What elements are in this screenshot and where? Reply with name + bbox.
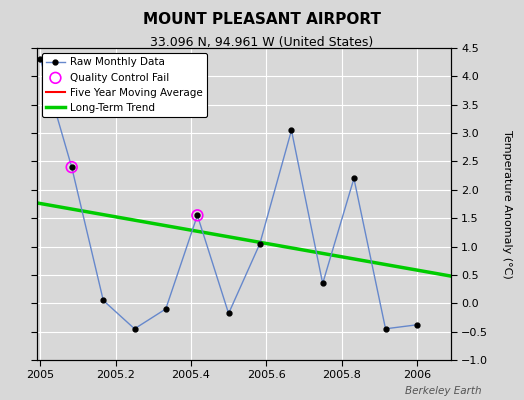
Text: 33.096 N, 94.961 W (United States): 33.096 N, 94.961 W (United States) [150,36,374,49]
Raw Monthly Data [162,306,169,311]
Raw Monthly Data [320,281,326,286]
Raw Monthly Data [257,241,263,246]
Raw Monthly Data [132,326,138,331]
Quality Control Fail [193,212,202,218]
Raw Monthly Data [194,213,201,218]
Quality Control Fail [68,164,76,170]
Raw Monthly Data [225,311,232,316]
Raw Monthly Data [288,128,294,133]
Raw Monthly Data [413,322,420,327]
Raw Monthly Data [100,298,106,303]
Text: Berkeley Earth: Berkeley Earth [406,386,482,396]
Raw Monthly Data [383,326,389,331]
Raw Monthly Data [37,57,43,62]
Y-axis label: Temperature Anomaly (°C): Temperature Anomaly (°C) [502,130,512,278]
Legend: Raw Monthly Data, Quality Control Fail, Five Year Moving Average, Long-Term Tren: Raw Monthly Data, Quality Control Fail, … [42,53,207,117]
Raw Monthly Data [69,165,75,170]
Raw Monthly Data [351,176,357,181]
Text: MOUNT PLEASANT AIRPORT: MOUNT PLEASANT AIRPORT [143,12,381,27]
Line: Raw Monthly Data: Raw Monthly Data [38,57,419,331]
